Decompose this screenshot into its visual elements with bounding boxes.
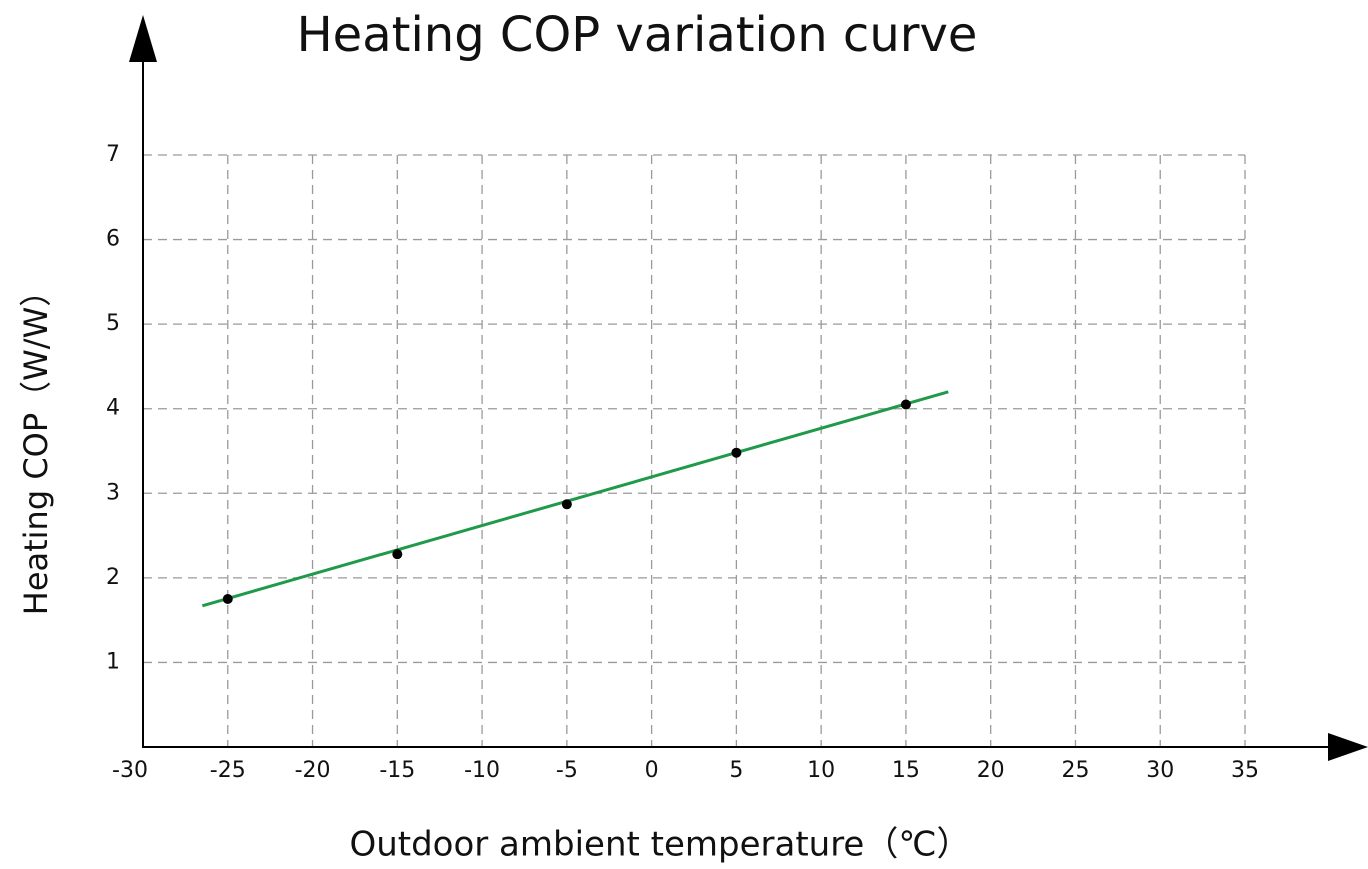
y-tick-label: 4 [106,396,120,421]
y-axis-arrow [129,15,157,62]
chart-title: Heating COP variation curve [297,7,978,63]
data-point [561,499,572,510]
x-tick-label: 35 [1231,758,1259,783]
y-tick-label: 1 [106,649,120,674]
trend-line [201,390,949,608]
x-tick-label: -5 [556,758,578,783]
data-point [731,447,742,458]
x-tick-label: 25 [1061,758,1089,783]
y-tick-label: 2 [106,565,120,590]
x-tick-label: -10 [464,758,500,783]
data-point [900,399,911,410]
data-point [222,594,233,604]
y-axis-label: Heating COP（W/W） [17,275,55,615]
x-tick-label: 0 [645,758,659,783]
y-tick-label: 3 [106,480,120,505]
x-axis-arrow [1328,733,1368,761]
x-tick-label: -15 [379,758,415,783]
y-tick-label: 5 [106,311,120,336]
y-tick-label: 7 [106,142,120,167]
x-tick-label: -25 [210,758,246,783]
x-tick-label: -30 [112,758,148,783]
x-tick-label: 15 [892,758,920,783]
x-tick-label: 5 [729,758,743,783]
x-axis-label: Outdoor ambient temperature（℃） [349,825,970,865]
plot-area: 1 2 3 4 5 6 7 -30 -25 -20 -15 -10 -5 0 5 10 15 20 25 30 35 [106,142,1259,783]
data-point [392,549,403,560]
x-tick-label: -20 [295,758,331,783]
x-tick-label: 30 [1146,758,1174,783]
x-tick-label: 10 [807,758,835,783]
x-tick-label: 20 [977,758,1005,783]
y-tick-label: 6 [106,227,120,252]
